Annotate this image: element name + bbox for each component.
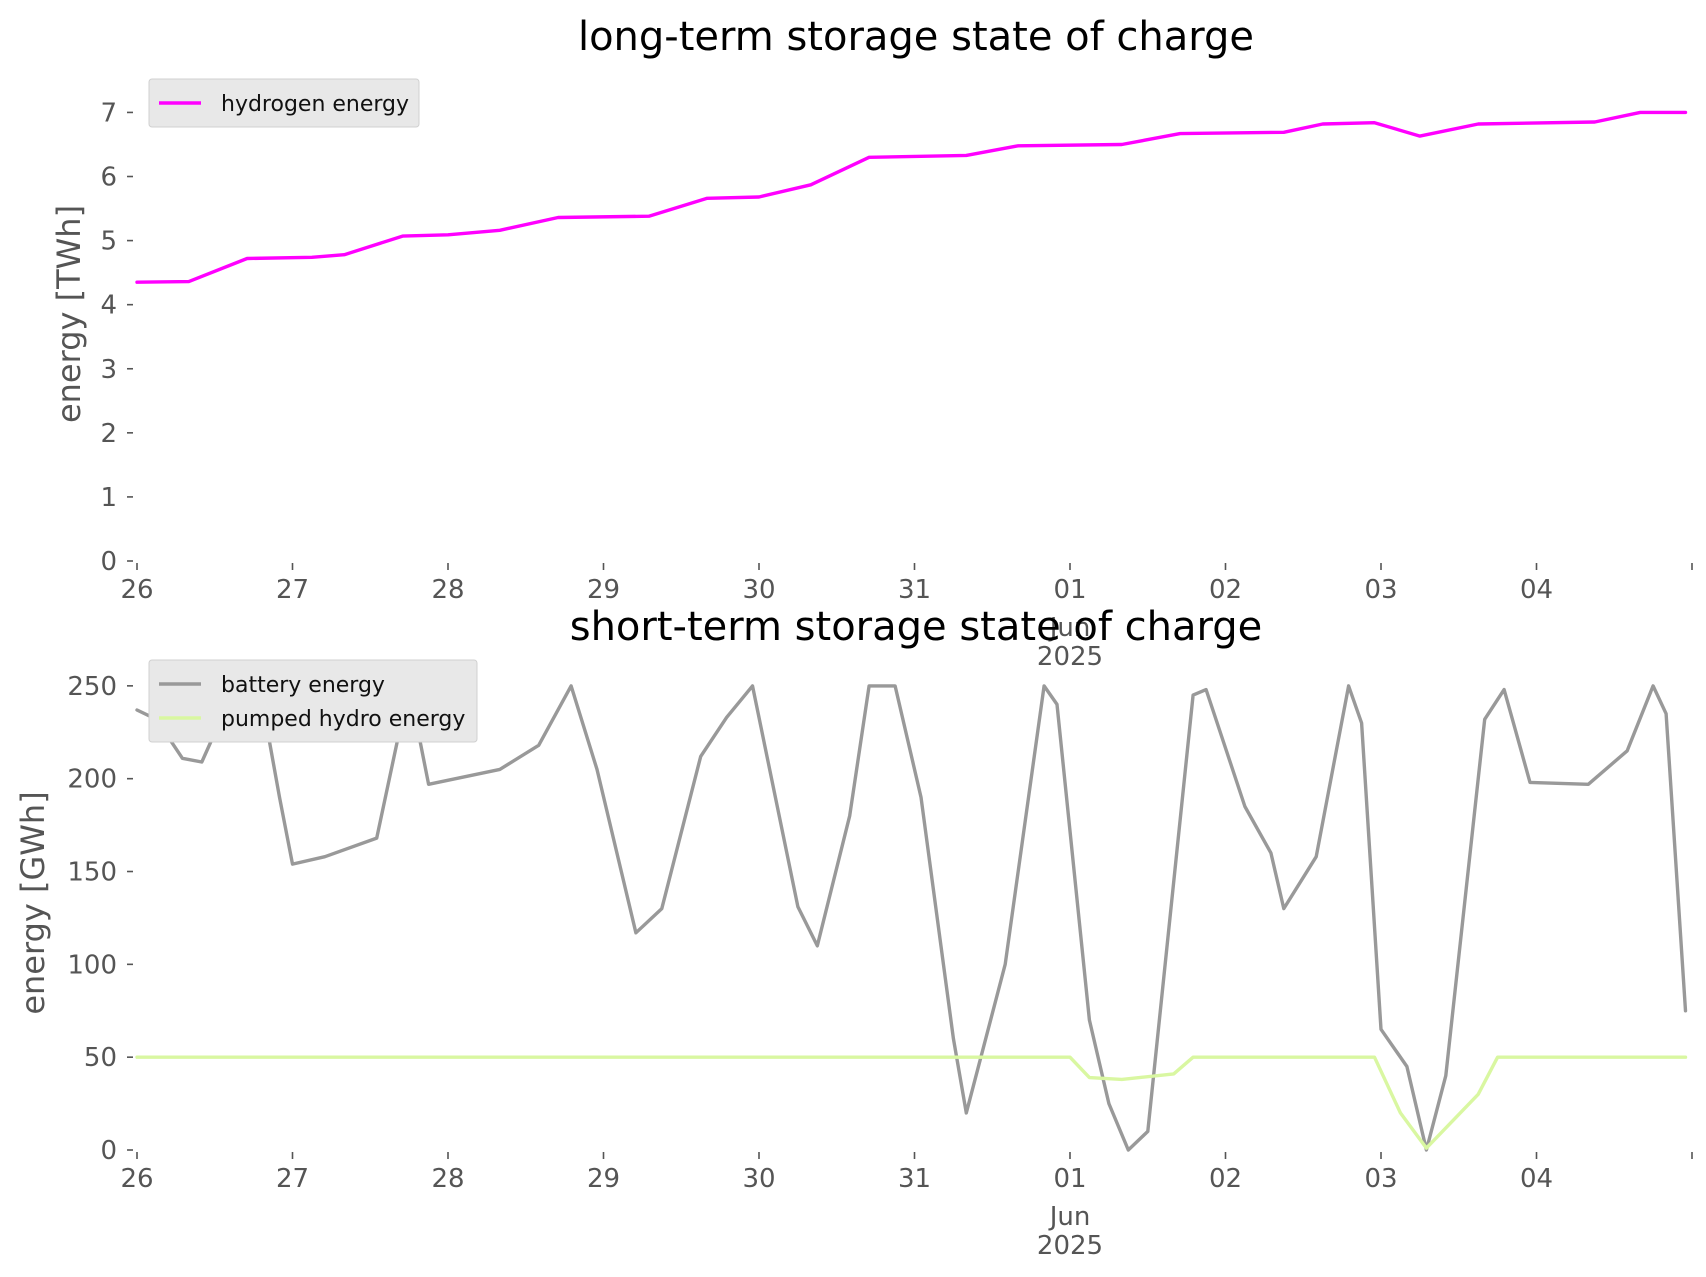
- x-tick-label: 03: [1364, 575, 1397, 605]
- x-tick-label: 01: [1053, 1164, 1086, 1194]
- x-month-label: Jun: [1048, 1202, 1091, 1232]
- y-tick-label: 3: [100, 355, 117, 385]
- x-tick-label: 26: [120, 1164, 153, 1194]
- y-axis: 0 1 2 3 4 5 6 7: [100, 98, 133, 577]
- y-tick-label: 150: [67, 858, 117, 888]
- legend-box: [148, 659, 478, 743]
- y-tick-label: 0: [100, 547, 117, 577]
- legend: battery energy pumped hydro energy: [148, 659, 478, 743]
- x-month-label: Jun: [1048, 613, 1091, 643]
- chart-title: short-term storage state of charge: [570, 604, 1263, 650]
- short-term-storage-panel: short-term storage state of charge energ…: [14, 604, 1693, 1261]
- y-tick-label: 4: [100, 291, 117, 321]
- plot-lines: [135, 110, 1688, 284]
- x-tick-label: 04: [1520, 1164, 1553, 1194]
- y-tick-label: 250: [67, 672, 117, 702]
- y-tick-label: 6: [100, 163, 117, 193]
- chart-title: long-term storage state of charge: [578, 14, 1254, 60]
- series-line-pumped-hydro-energy: [135, 1055, 1688, 1150]
- y-axis-label: energy [GWh]: [14, 791, 52, 1014]
- y-tick-label: 7: [100, 98, 117, 128]
- x-tick-label: 29: [587, 1164, 620, 1194]
- series-line-hydrogen-energy: [135, 110, 1688, 284]
- x-tick-label: 03: [1364, 1164, 1397, 1194]
- x-tick-label: 27: [276, 575, 309, 605]
- long-term-storage-panel: long-term storage state of charge energy…: [50, 14, 1693, 672]
- y-tick-label: 0: [100, 1136, 117, 1166]
- x-tick-label: 02: [1209, 1164, 1242, 1194]
- x-tick-label: 29: [587, 575, 620, 605]
- y-tick-label: 200: [67, 765, 117, 795]
- x-tick-label: 31: [898, 1164, 931, 1194]
- x-tick-label: 28: [431, 1164, 464, 1194]
- x-tick-label: 30: [742, 575, 775, 605]
- y-tick-label: 1: [100, 483, 117, 513]
- x-tick-label: 02: [1209, 575, 1242, 605]
- y-tick-label: 50: [84, 1043, 117, 1073]
- y-tick-label: 5: [100, 227, 117, 257]
- legend-label: battery energy: [221, 673, 385, 698]
- plot-lines: [135, 684, 1688, 1152]
- y-axis: 0 50 100 150 200 250: [67, 672, 133, 1166]
- y-tick-label: 100: [67, 950, 117, 980]
- x-tick-label: 04: [1520, 575, 1553, 605]
- legend-label: pumped hydro energy: [221, 707, 465, 732]
- legend: hydrogen energy: [148, 78, 420, 128]
- legend-label: hydrogen energy: [221, 92, 409, 117]
- y-axis-label: energy [TWh]: [50, 205, 88, 423]
- legend-box: [148, 78, 420, 128]
- x-tick-label: 30: [742, 1164, 775, 1194]
- x-tick-label: 28: [431, 575, 464, 605]
- x-year-label: 2025: [1037, 642, 1103, 672]
- x-tick-label: 26: [120, 575, 153, 605]
- x-tick-label: 27: [276, 1164, 309, 1194]
- x-tick-label: 31: [898, 575, 931, 605]
- x-tick-label: 01: [1053, 575, 1086, 605]
- series-line-battery-energy: [135, 684, 1688, 1152]
- x-year-label: 2025: [1037, 1231, 1103, 1261]
- y-tick-label: 2: [100, 419, 117, 449]
